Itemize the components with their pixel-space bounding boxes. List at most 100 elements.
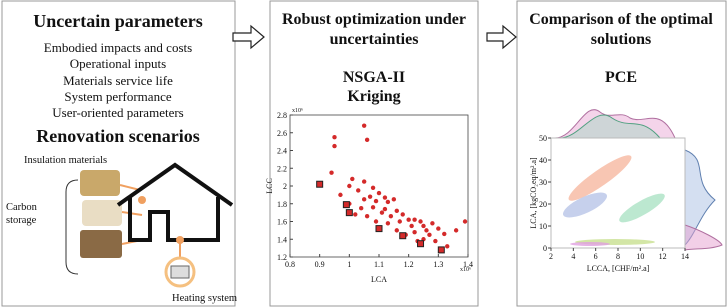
data-point xyxy=(365,214,369,218)
data-point xyxy=(463,219,467,223)
data-point xyxy=(329,170,333,174)
data-point xyxy=(386,221,390,225)
data-point xyxy=(454,228,458,232)
data-point xyxy=(380,210,384,214)
x-exponent: x10⁶ xyxy=(460,267,471,273)
data-point xyxy=(442,232,446,236)
data-point xyxy=(362,179,366,183)
heating-label: Heating system xyxy=(172,293,237,304)
data-point xyxy=(395,228,399,232)
data-point xyxy=(430,221,434,225)
material-icon xyxy=(80,170,120,196)
x-tick-label: 0.9 xyxy=(315,260,325,269)
selected-point xyxy=(317,181,323,187)
data-point xyxy=(365,138,369,142)
y-tick-label: 1.2 xyxy=(277,253,287,262)
parameter-item: Embodied impacts and costs xyxy=(44,40,192,55)
x-tick-label: 1.3 xyxy=(433,260,443,269)
x-tick-label: 2 xyxy=(549,252,553,261)
data-point xyxy=(445,244,449,248)
figure: Uncertain parameters Embodied impacts an… xyxy=(0,0,727,307)
data-point xyxy=(374,219,378,223)
y-exponent: x10⁶ xyxy=(292,108,303,114)
data-point xyxy=(377,191,381,195)
x-tick-label: 8 xyxy=(616,252,620,261)
selected-point xyxy=(346,210,352,216)
data-point xyxy=(436,226,440,230)
x-tick-label: 1.2 xyxy=(404,260,414,269)
distribution xyxy=(570,242,610,246)
selected-point xyxy=(400,233,406,239)
selected-point xyxy=(418,241,424,247)
section-title: Renovation scenarios xyxy=(36,126,200,146)
data-point xyxy=(412,230,416,234)
page: { "panel_left": { "title": "Uncertain pa… xyxy=(0,0,727,307)
data-point xyxy=(401,212,405,216)
y-tick-label: 2.4 xyxy=(277,147,287,156)
method-label: PCE xyxy=(605,69,637,86)
method-label: NSGA-II xyxy=(343,69,405,86)
data-point xyxy=(433,239,437,243)
carbon-label: Carbon xyxy=(6,202,38,213)
x-tick-label: 10 xyxy=(636,252,644,261)
x-tick-label: 1.1 xyxy=(374,260,384,269)
insulation-label: Insulation materials xyxy=(24,155,107,166)
data-point xyxy=(409,224,413,228)
y-tick-label: 2 xyxy=(283,182,287,191)
data-point xyxy=(383,195,387,199)
density xyxy=(685,225,722,250)
data-point xyxy=(424,228,428,232)
plot-area xyxy=(551,138,685,248)
x-tick-label: 14 xyxy=(681,252,689,261)
data-point xyxy=(347,184,351,188)
data-point xyxy=(421,224,425,228)
x-tick-label: 1 xyxy=(347,260,351,269)
data-point xyxy=(362,197,366,201)
parameter-item: System performance xyxy=(64,89,171,104)
data-point xyxy=(392,197,396,201)
y-tick-label: 0 xyxy=(543,244,547,253)
y-tick-label: 1.4 xyxy=(277,235,287,244)
data-point xyxy=(353,212,357,216)
data-point xyxy=(371,186,375,190)
data-point xyxy=(389,214,393,218)
material-icon xyxy=(80,230,122,258)
data-point xyxy=(332,144,336,148)
y-tick-label: 1.6 xyxy=(277,218,287,227)
data-point xyxy=(332,135,336,139)
y-tick-label: 2.6 xyxy=(277,129,287,138)
panel-title: Uncertain parameters xyxy=(33,11,202,31)
data-point xyxy=(374,199,378,203)
heating-unit xyxy=(171,266,189,278)
connector-dot xyxy=(138,196,146,204)
data-point xyxy=(427,233,431,237)
material-icon xyxy=(82,200,122,226)
selected-point xyxy=(343,202,349,208)
data-point xyxy=(362,123,366,127)
data-point xyxy=(371,205,375,209)
house-roof xyxy=(118,165,232,205)
x-tick-label: 12 xyxy=(659,252,667,261)
data-point xyxy=(418,219,422,223)
data-point xyxy=(368,194,372,198)
data-point xyxy=(359,206,363,210)
data-point xyxy=(395,209,399,213)
y-tick-label: 1.8 xyxy=(277,200,287,209)
arrow xyxy=(487,26,516,48)
x-axis-label: LCA xyxy=(371,275,387,284)
selected-point xyxy=(376,226,382,232)
panel-title: Comparison of the optimal xyxy=(529,11,713,28)
y-axis-label: LCC xyxy=(265,178,274,194)
data-point xyxy=(406,218,410,222)
parameter-item: Operational inputs xyxy=(70,56,166,71)
parameter-item: User-oriented parameters xyxy=(52,105,183,120)
panel-title: Robust optimization under xyxy=(282,11,466,28)
carbon-label: storage xyxy=(6,215,37,226)
y-tick-label: 20 xyxy=(539,200,547,209)
method-label: Kriging xyxy=(347,88,400,105)
y-tick-label: 2.8 xyxy=(277,111,287,120)
data-point xyxy=(386,200,390,204)
x-axis-label: LCCA, [CHF/m².a] xyxy=(587,264,650,273)
y-axis-label: LCA, [kgCO₂eq/m².a] xyxy=(529,157,538,229)
